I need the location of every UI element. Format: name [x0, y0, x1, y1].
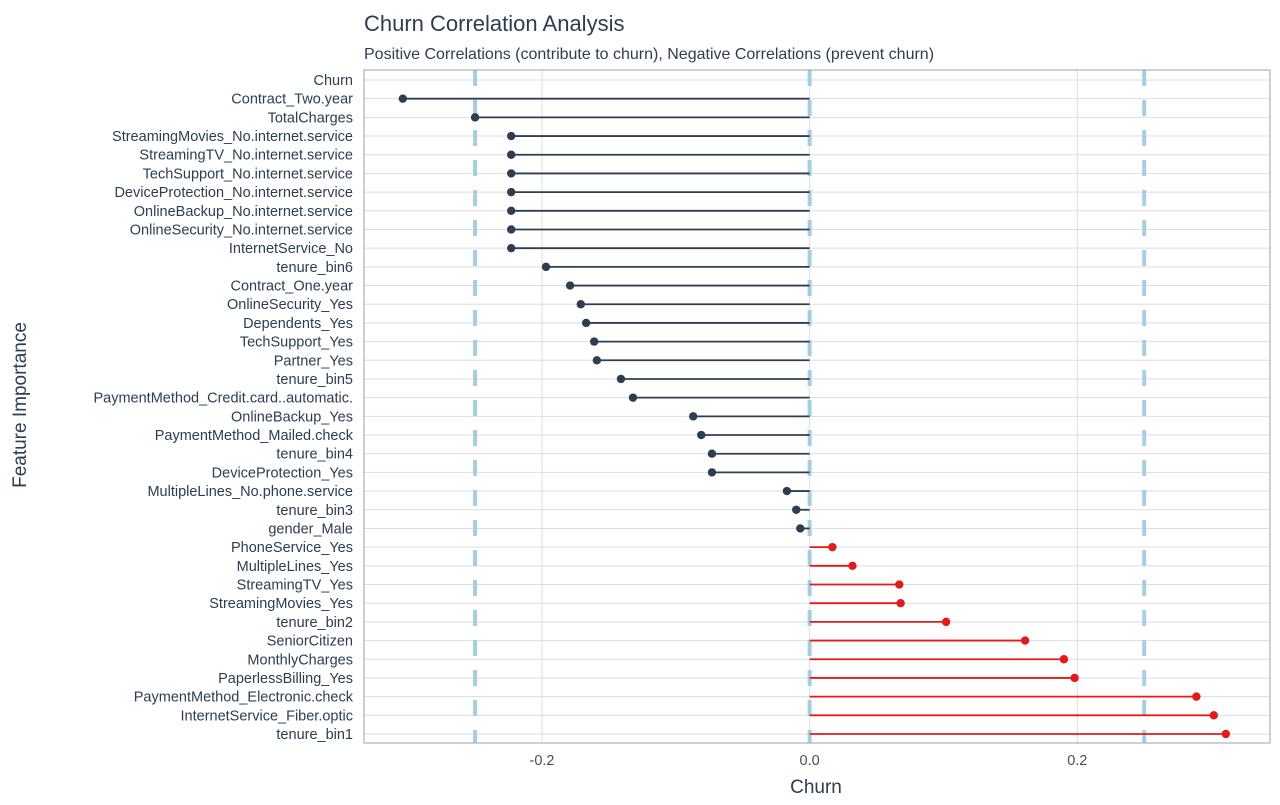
grid [364, 70, 1270, 743]
y-tick-label: Contract_One.year [230, 279, 353, 295]
y-tick-label: tenure_bin5 [276, 372, 353, 388]
lollipop-point [507, 131, 516, 141]
lollipop-point [1070, 673, 1079, 683]
y-tick-label: Dependents_Yes [243, 316, 353, 332]
lollipop-point [689, 412, 698, 421]
lollipop-point [1059, 655, 1069, 664]
reference-lines [473, 70, 1147, 743]
lollipop-point [707, 468, 717, 477]
y-tick-label: Partner_Yes [274, 353, 353, 369]
y-tick-label: Contract_Two.year [231, 92, 353, 108]
lollipop-point [398, 94, 408, 103]
chart-title: Churn Correlation Analysis [364, 11, 624, 36]
panel-border [363, 69, 1271, 744]
lollipop-point [507, 187, 516, 197]
y-tick-label: OnlineSecurity_Yes [227, 297, 353, 313]
lollipop-point [697, 430, 706, 440]
y-tick-label: PhoneService_Yes [231, 540, 353, 556]
y-tick-label: InternetService_No [229, 241, 353, 257]
x-tick-labels: -0.2 0.0 0.2 [529, 753, 1087, 769]
y-tick-label: tenure_bin3 [276, 503, 353, 519]
lollipop-point [828, 542, 837, 552]
y-tick-label: tenure_bin6 [276, 260, 353, 276]
y-tick-label: PaymentMethod_Electronic.check [134, 690, 354, 706]
y-axis-label: Feature Importance [10, 322, 31, 488]
lollipop-point [896, 599, 905, 608]
data-marks [398, 94, 1231, 739]
lollipop-point [507, 206, 516, 215]
lollipop-point [565, 281, 575, 290]
lollipop-point [628, 393, 638, 402]
y-tick-label: StreamingMovies_Yes [209, 596, 353, 612]
lollipop-point [581, 318, 591, 328]
y-tick-label: tenure_bin1 [276, 727, 353, 743]
lollipop-point [507, 243, 516, 253]
lollipop-point [592, 356, 602, 365]
y-tick-label: StreamingTV_Yes [237, 578, 353, 594]
y-tick-label: TechSupport_Yes [240, 335, 353, 351]
x-axis-label: Churn [790, 777, 842, 798]
y-tick-label: DeviceProtection_No.internet.service [114, 185, 353, 201]
lollipop-point [507, 150, 516, 159]
y-tick-labels: Churn Contract_Two.year TotalCharges Stream… [93, 73, 353, 743]
y-tick-label: InternetService_Fiber.optic [181, 708, 353, 724]
y-tick-label: StreamingMovies_No.internet.service [112, 129, 353, 145]
x-tick-label: 0.0 [800, 753, 820, 769]
y-tick-label: DeviceProtection_Yes [212, 465, 353, 481]
lollipop-point [507, 169, 516, 178]
x-tick-label: 0.2 [1067, 753, 1087, 769]
y-tick-label: MultipleLines_No.phone.service [147, 484, 353, 500]
lollipop-point [796, 524, 805, 533]
lollipop-point [589, 337, 599, 346]
y-tick-label: MultipleLines_Yes [237, 559, 353, 575]
y-tick-label: PaperlessBilling_Yes [218, 671, 353, 687]
lollipop-point [895, 580, 904, 589]
y-tick-label: OnlineBackup_Yes [231, 409, 353, 425]
lollipop-point [541, 262, 551, 272]
y-tick-label: TotalCharges [268, 110, 353, 126]
lollipop-point [792, 505, 801, 514]
y-tick-label: PaymentMethod_Mailed.check [155, 428, 354, 444]
y-tick-label: Churn [314, 73, 354, 89]
y-tick-label: OnlineSecurity_No.internet.service [130, 222, 353, 238]
y-tick-label: SeniorCitizen [267, 634, 353, 650]
lollipop-point [616, 374, 626, 384]
lollipop-point [1192, 692, 1201, 701]
lollipop-point [1209, 711, 1218, 720]
y-tick-label: OnlineBackup_No.internet.service [134, 204, 353, 220]
lollipop-point [848, 561, 857, 571]
y-tick-label: tenure_bin4 [276, 447, 353, 463]
y-tick-label: tenure_bin2 [276, 615, 353, 631]
lollipop-point [782, 486, 792, 496]
y-tick-label: MonthlyCharges [247, 652, 353, 668]
y-tick-label: StreamingTV_No.internet.service [139, 148, 353, 164]
y-tick-label: PaymentMethod_Credit.card..automatic. [93, 391, 353, 407]
lollipop-point [507, 225, 516, 234]
x-tick-label: -0.2 [529, 753, 554, 769]
chart-subtitle: Positive Correlations (contribute to chu… [364, 46, 934, 63]
y-tick-label: TechSupport_No.internet.service [143, 166, 353, 182]
lollipop-point [1020, 636, 1030, 645]
lollipop-point [470, 113, 480, 122]
lollipop-point [707, 449, 717, 458]
lollipop-point [941, 617, 951, 627]
lollipop-point [576, 300, 585, 309]
lollipop-point [1221, 729, 1231, 739]
y-tick-label: gender_Male [268, 521, 353, 537]
